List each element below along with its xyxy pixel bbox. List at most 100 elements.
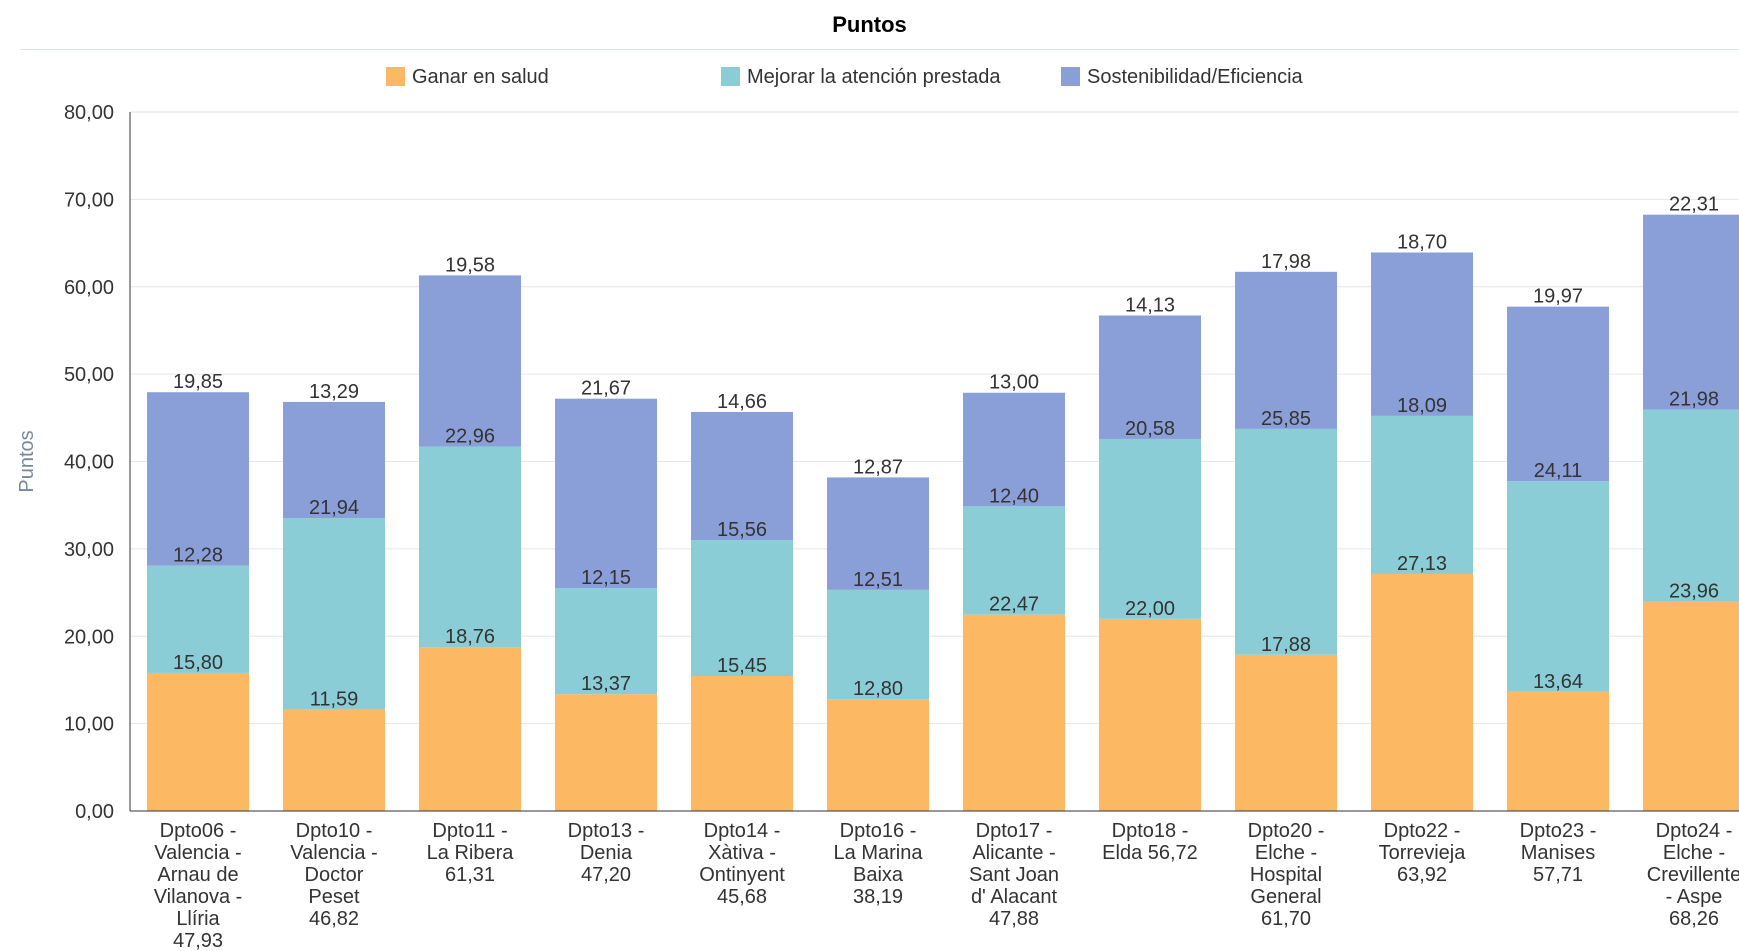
data-label: 22,31 xyxy=(1669,194,1719,216)
x-category-label: Dpto13 -Denia 47,20 xyxy=(568,820,645,886)
bar-segment xyxy=(1099,438,1201,619)
title-divider xyxy=(20,49,1739,50)
bar-segment xyxy=(555,694,657,811)
bar-segment xyxy=(827,699,929,811)
x-category-label-line: Dpto20 - xyxy=(1248,820,1325,842)
x-category-label-line: General xyxy=(1250,886,1321,908)
data-label: 12,28 xyxy=(173,545,223,567)
x-category-label-line: 47,88 xyxy=(989,908,1039,930)
axes-layer: 0,00 10,00 20,00 30,00 40,00 50,00 60,00 70,00 8… xyxy=(16,102,1739,951)
legend[interactable]: Ganar en salud Mejorar la atención presta… xyxy=(386,66,1304,88)
bar-segment xyxy=(963,506,1065,615)
bar-segment xyxy=(147,565,249,673)
x-category-label: Dpto11 -La Ribera 61,31 xyxy=(427,820,515,886)
bar-segment xyxy=(147,392,249,566)
data-label: 14,13 xyxy=(1125,294,1175,316)
x-category-label-line: Torrevieja xyxy=(1379,842,1467,864)
y-tick-label: 0,00 xyxy=(75,801,114,823)
bar-segment xyxy=(419,446,521,648)
x-category-label-line: 61,70 xyxy=(1261,908,1311,930)
x-category-label-line: Dpto13 - xyxy=(568,820,645,842)
data-label: 13,37 xyxy=(581,673,631,695)
data-label: 22,96 xyxy=(445,425,495,447)
data-label: 25,85 xyxy=(1261,408,1311,430)
legend-swatch[interactable] xyxy=(721,67,740,86)
x-category-label: Dpto10 -Valencia -Doctor Peset 46,82 xyxy=(290,820,377,930)
bar-segment xyxy=(1235,428,1337,655)
x-category-label-line: 57,71 xyxy=(1533,864,1583,886)
x-category-label-line: Llíria xyxy=(176,908,220,930)
y-tick-label: 80,00 xyxy=(64,102,114,124)
data-label: 15,56 xyxy=(717,519,767,541)
x-category-label-line: La Marina xyxy=(834,842,924,864)
legend-item-label[interactable]: Mejorar la atención prestada xyxy=(747,66,1001,88)
x-category-label-line: Dpto18 - xyxy=(1112,820,1189,842)
data-label: 19,85 xyxy=(173,371,223,393)
y-tick-label: 30,00 xyxy=(64,539,114,561)
legend-swatch[interactable] xyxy=(386,67,405,86)
x-category-label-line: Dpto10 - xyxy=(296,820,373,842)
data-label: 17,98 xyxy=(1261,251,1311,273)
bar-segment xyxy=(147,672,249,811)
x-category-label-line: La Ribera xyxy=(427,842,515,864)
bar-segment xyxy=(1371,573,1473,811)
y-tick-label: 10,00 xyxy=(64,714,114,736)
x-category-label-line: Dpto11 - xyxy=(432,820,507,842)
x-category-label: Dpto18 -Elda 56,72 xyxy=(1102,820,1198,864)
x-category-label: Dpto23 -Manises 57,71 xyxy=(1520,820,1597,886)
bar-segment xyxy=(691,676,793,811)
data-label: 27,13 xyxy=(1397,553,1447,575)
x-category-label-line: Crevillente xyxy=(1647,864,1739,886)
data-label: 15,45 xyxy=(717,655,767,677)
legend-item-label[interactable]: Sostenibilidad/Eficiencia xyxy=(1087,66,1304,88)
bar-segment xyxy=(1099,315,1201,439)
legend-item-label[interactable]: Ganar en salud xyxy=(412,66,549,88)
data-label: 18,76 xyxy=(445,626,495,648)
data-label: 13,64 xyxy=(1533,671,1583,693)
data-label: 15,80 xyxy=(173,652,223,674)
x-category-label-line: Manises xyxy=(1521,842,1595,864)
x-category-label-line: Elche - xyxy=(1663,842,1725,864)
x-category-label-line: Peset xyxy=(308,886,360,908)
x-category-label: Dpto06 -Valencia -Arnau de Vilanova -Llír… xyxy=(154,820,243,951)
x-category-label-line: 47,20 xyxy=(581,864,631,886)
data-label: 21,67 xyxy=(581,378,631,400)
bar-segment xyxy=(1235,654,1337,811)
bar-segment xyxy=(963,392,1065,507)
data-label: 18,09 xyxy=(1397,395,1447,417)
bars-layer xyxy=(147,214,1739,811)
data-label: 21,94 xyxy=(309,497,359,519)
x-category-label: Dpto20 -Elche -Hospital General 61,70 xyxy=(1248,820,1325,930)
data-label: 12,51 xyxy=(853,569,903,591)
x-category-label-line: Doctor xyxy=(305,864,364,886)
x-category-label-line: 47,93 xyxy=(173,930,223,951)
data-label: 22,47 xyxy=(989,594,1039,616)
y-tick-label: 40,00 xyxy=(64,452,114,474)
y-tick-label: 60,00 xyxy=(64,277,114,299)
bar-segment xyxy=(827,477,929,590)
x-category-label-line: 61,31 xyxy=(445,864,495,886)
data-label: 21,98 xyxy=(1669,389,1719,411)
x-category-label-line: Valencia - xyxy=(290,842,377,864)
x-category-label-line: 45,68 xyxy=(717,886,767,908)
x-category-label-line: Xàtiva - xyxy=(708,842,776,864)
data-label: 14,66 xyxy=(717,391,767,413)
x-category-label-line: Ontinyent xyxy=(699,864,785,886)
x-category-label-line: d' Alacant xyxy=(971,886,1058,908)
x-category-label-line: Elche - xyxy=(1255,842,1317,864)
x-category-label: Dpto17 -Alicante -Sant Joan d' Alacant 47,… xyxy=(969,820,1059,930)
legend-swatch[interactable] xyxy=(1061,67,1080,86)
bar-segment xyxy=(283,518,385,710)
x-category-label-line: Dpto17 - xyxy=(976,820,1053,842)
data-label: 17,88 xyxy=(1261,634,1311,656)
bar-segment xyxy=(1235,271,1337,429)
bar-segment xyxy=(1507,481,1609,692)
x-category-label-line: Alicante - xyxy=(972,842,1055,864)
data-label: 12,80 xyxy=(853,678,903,700)
data-label: 22,00 xyxy=(1125,598,1175,620)
x-category-label-line: Denia xyxy=(580,842,633,864)
data-label: 20,58 xyxy=(1125,418,1175,440)
x-category-label-line: Arnau de xyxy=(157,864,238,886)
bar-segment xyxy=(1643,409,1739,602)
